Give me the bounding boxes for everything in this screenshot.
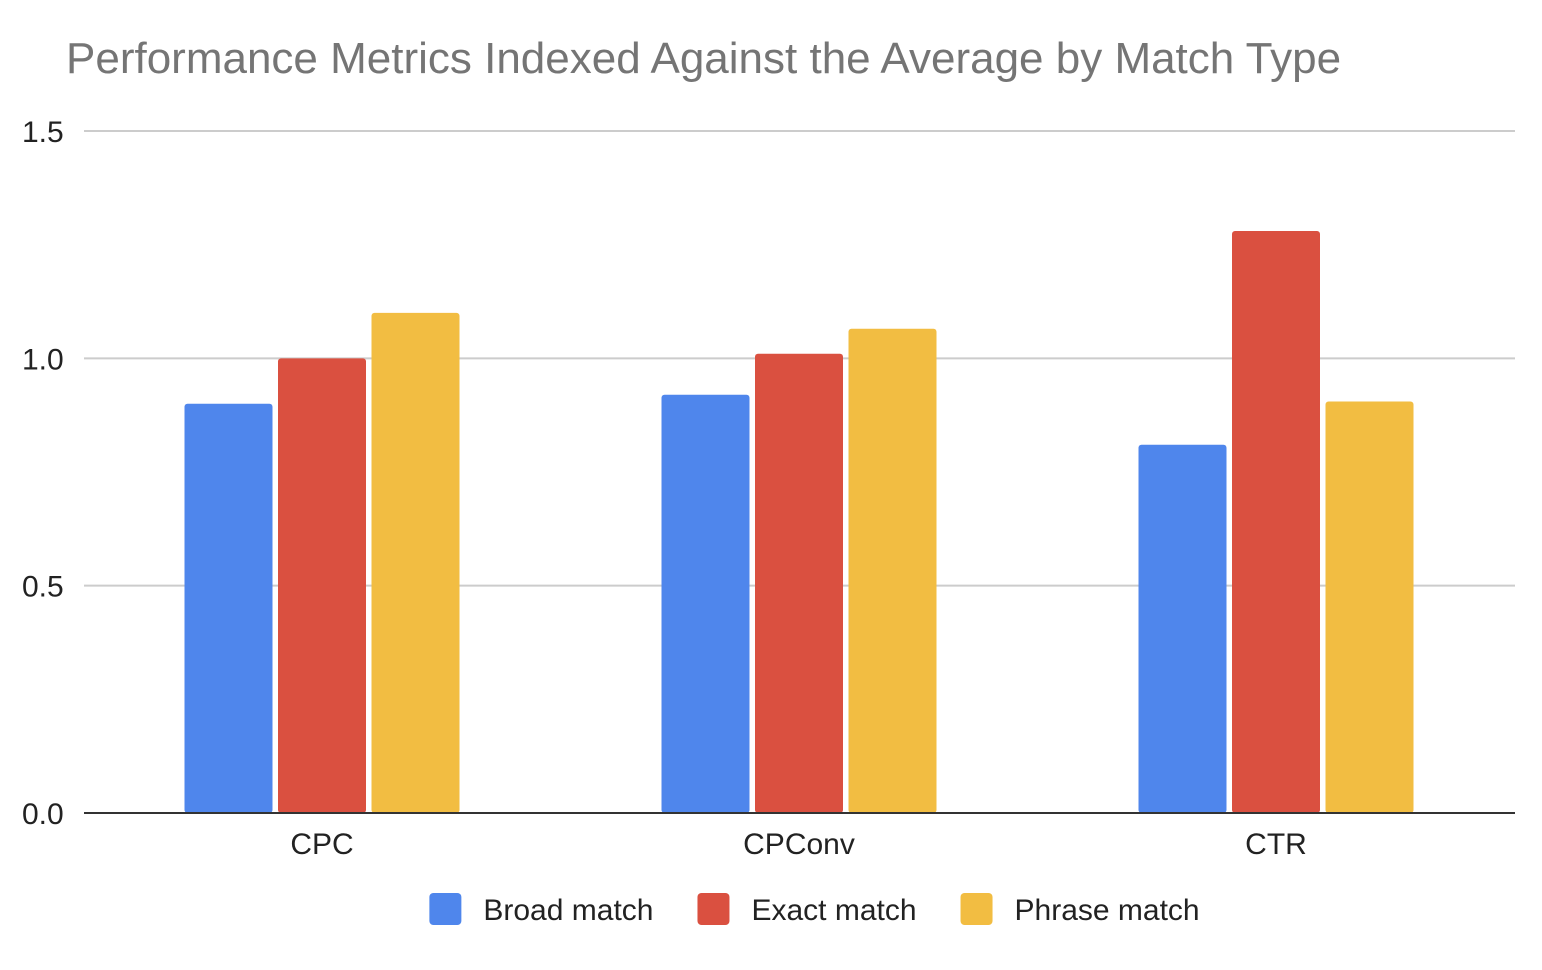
legend: Broad match Exact match Phrase match: [429, 893, 1200, 927]
legend-label: Exact match: [751, 894, 916, 927]
y-tick-label: 0.0: [22, 798, 64, 831]
legend-label: Phrase match: [1015, 894, 1200, 927]
bar-phrase-match-cpconv: [848, 328, 937, 813]
y-tick-label: 0.5: [22, 571, 64, 604]
legend-swatch-phrase-match: [960, 893, 993, 925]
y-tick-label: 1.5: [22, 116, 64, 149]
bar-broad-match-cpconv: [661, 394, 750, 813]
x-axis-tick-labels: CPC CPConv CTR: [290, 828, 1307, 861]
bar-phrase-match-cpc: [371, 312, 460, 813]
legend-swatch-broad-match: [429, 893, 462, 925]
x-tick-label: CPConv: [743, 828, 855, 861]
legend-label: Broad match: [483, 894, 653, 927]
bars: [184, 231, 1414, 813]
bar-exact-match-cpc: [278, 358, 366, 813]
legend-swatch-exact-match: [697, 893, 730, 925]
y-tick-label: 1.0: [22, 343, 64, 376]
bar-exact-match-cpconv: [755, 353, 843, 813]
bar-broad-match-cpc: [184, 403, 273, 813]
x-tick-label: CTR: [1245, 828, 1307, 861]
chart-title: Performance Metrics Indexed Against the …: [66, 34, 1341, 83]
bar-broad-match-ctr: [1138, 444, 1227, 813]
bar-exact-match-ctr: [1232, 231, 1320, 813]
y-axis-tick-labels: 0.0 0.5 1.0 1.5: [22, 116, 64, 831]
bar-phrase-match-ctr: [1325, 401, 1414, 813]
x-tick-label: CPC: [290, 828, 353, 861]
